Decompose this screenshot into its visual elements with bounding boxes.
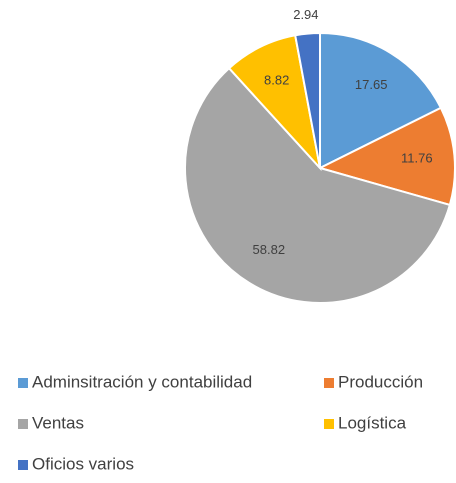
legend-label: Logística — [338, 413, 407, 432]
data-label: 17.65 — [355, 77, 388, 92]
data-label: 8.82 — [264, 72, 289, 87]
data-label: 58.82 — [253, 242, 286, 257]
legend-label: Ventas — [32, 413, 84, 432]
legend-swatch — [18, 460, 28, 470]
legend-swatch — [324, 419, 334, 429]
legend-swatch — [18, 419, 28, 429]
data-label: 2.94 — [293, 7, 318, 22]
legend-label: Adminsitración y contabilidad — [32, 372, 252, 391]
data-label: 11.76 — [401, 150, 433, 165]
legend-swatch — [18, 378, 28, 388]
legend-swatch — [324, 378, 334, 388]
pie-slice — [319, 31, 443, 170]
pie-slice — [184, 66, 452, 304]
legend-label: Producción — [338, 372, 423, 391]
pie-slice — [294, 31, 321, 169]
legend-label: Oficios varios — [32, 454, 134, 473]
pie-slice — [317, 106, 456, 207]
